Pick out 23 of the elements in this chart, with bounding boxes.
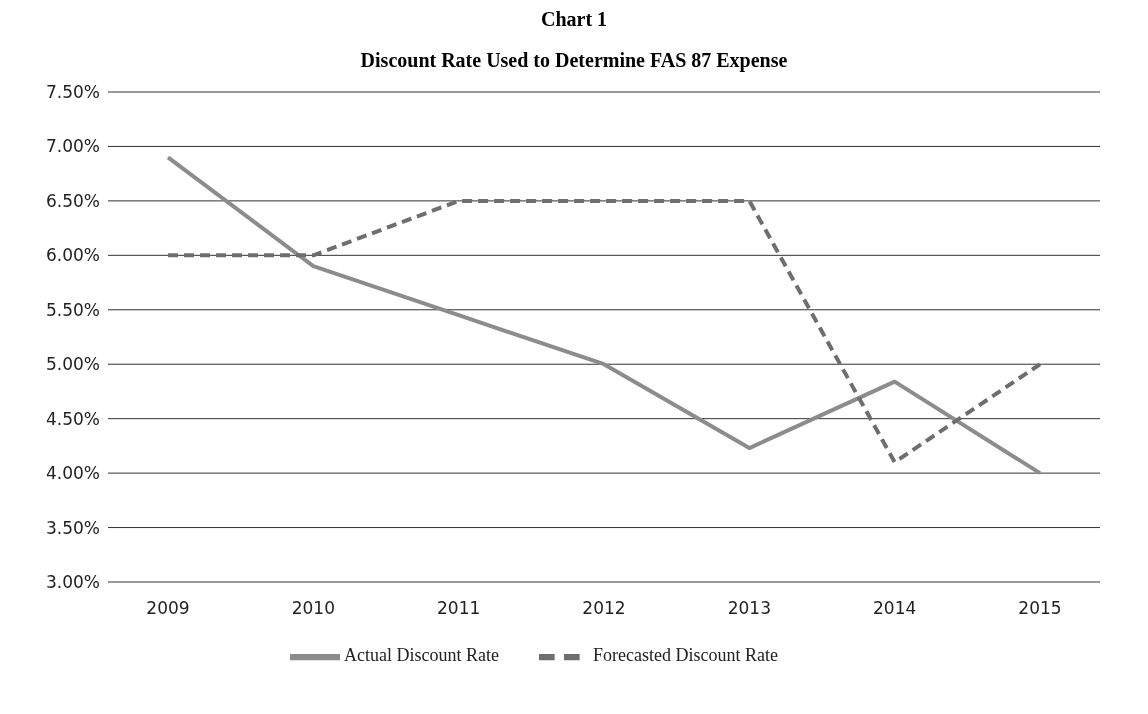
x-tick-label: 2009	[146, 598, 190, 619]
x-tick-label: 2012	[582, 598, 626, 619]
y-tick-label: 6.50%	[45, 190, 100, 211]
x-tick-label: 2013	[727, 598, 771, 619]
y-tick-label: 7.50%	[45, 82, 100, 103]
y-tick-label: 3.50%	[45, 517, 100, 538]
chart-title: Chart 1	[539, 8, 609, 31]
y-tick-label: 5.50%	[45, 299, 100, 320]
x-tick-label: 2015	[1018, 598, 1062, 619]
line-series	[166, 155, 1042, 476]
chart-subtitle: Discount Rate Used to Determine FAS 87 Expense	[359, 49, 789, 72]
y-tick-label: 7.00%	[45, 136, 100, 157]
y-tick-label: 6.00%	[45, 245, 100, 266]
x-tick-label: 2014	[873, 598, 917, 619]
legend-label: Forecasted Discount Rate	[593, 645, 778, 666]
line-series	[166, 198, 1042, 465]
x-tick-label: 2011	[437, 598, 481, 619]
x-tick-label: 2010	[291, 598, 335, 619]
y-tick-label: 4.50%	[45, 408, 100, 429]
y-tick-label: 3.00%	[45, 572, 100, 593]
y-tick-label: 5.00%	[45, 354, 100, 375]
y-tick-label: 4.00%	[45, 463, 100, 484]
legend-label: Actual Discount Rate	[344, 645, 499, 666]
